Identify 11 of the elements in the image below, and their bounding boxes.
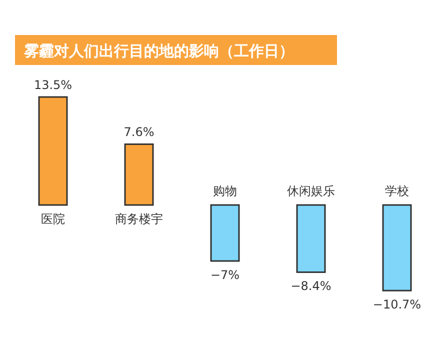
data-label: −7% [210,268,240,282]
x-tick-label: 购物 [213,184,237,198]
chart-title: 雾霾对人们出行目的地的影响（工作日） [23,42,294,60]
x-tick-label: 休闲娱乐 [287,184,335,198]
data-label: 13.5% [34,78,72,92]
data-label: −10.7% [372,298,422,312]
x-tick-label: 商务楼宇 [115,212,163,226]
x-tick-label: 医院 [41,212,65,226]
data-label: 7.6% [124,125,154,140]
data-label: −8.4% [290,279,332,294]
x-tick-label: 学校 [385,184,409,198]
